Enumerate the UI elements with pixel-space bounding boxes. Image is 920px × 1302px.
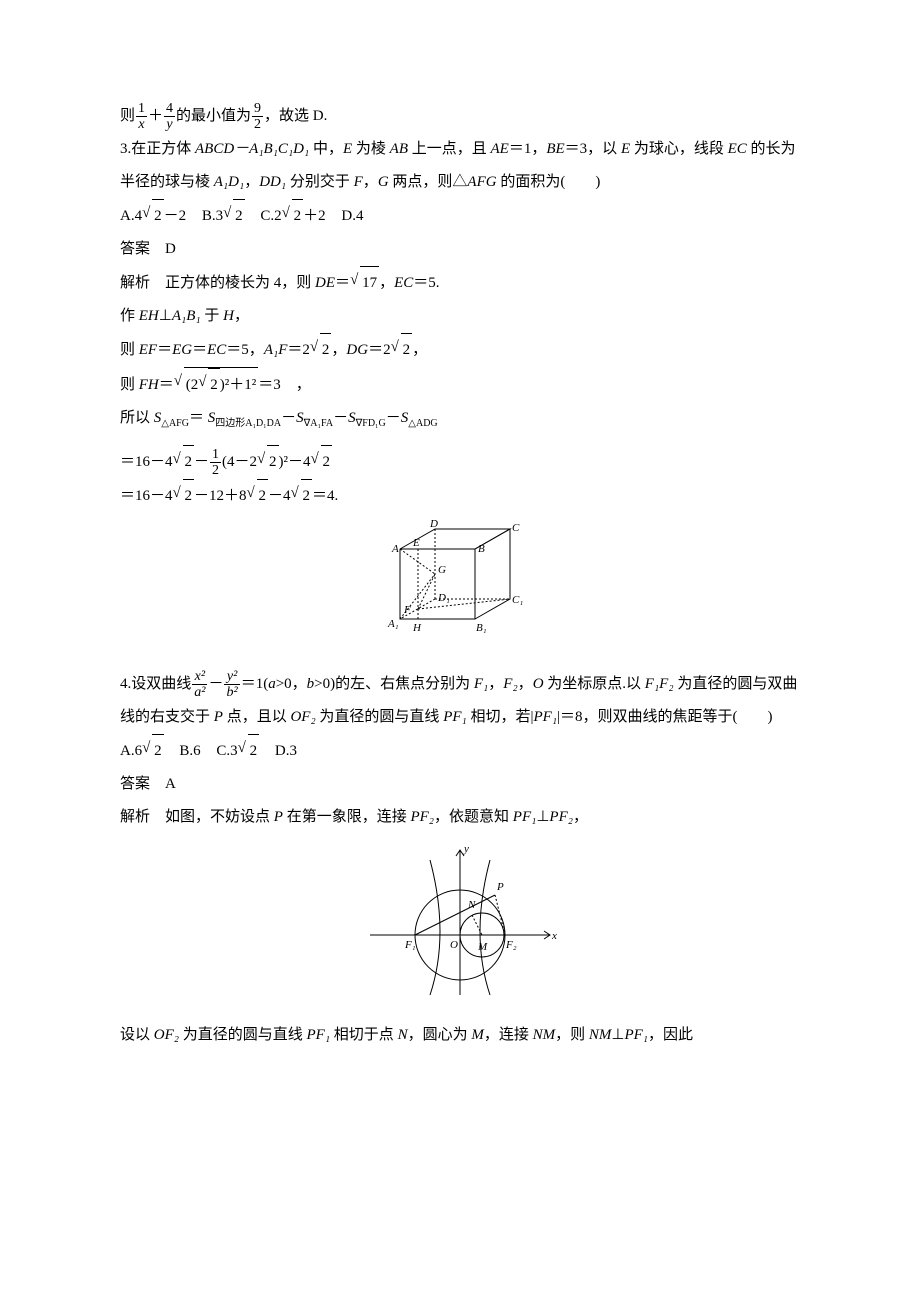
frac-4-over-y: 4y [164,101,175,133]
svg-text:C₁: C₁ [512,594,523,606]
svg-text:O: O [450,939,458,951]
hyperbola-diagram: x y O F₁ F₂ P M N [120,840,800,1013]
option-b: B.6 [179,743,200,759]
svg-text:B₁: B₁ [476,622,487,634]
frac-y2-b2: y²b² [224,669,239,701]
q3-analysis-4: 则 FH＝(22)²＋1²＝3 ， [120,367,800,402]
svg-text:E: E [412,537,420,549]
q3-analysis-6: ＝16－42－12(4－22)²－42 [120,445,800,479]
option-d: D.3 [275,743,297,759]
plus: ＋ [148,108,163,124]
answer-label: 答案 [120,776,150,792]
svg-text:F₁: F₁ [404,939,416,951]
q3-analysis-2: 作 EH⊥A₁B₁ 于 H， [120,300,800,333]
q4-stem: 4.设双曲线x²a²－y²b²＝1(a>0，b>0)的左、右焦点分别为 F₁，F… [120,668,800,734]
svg-text:C: C [512,522,520,534]
svg-text:A₁: A₁ [387,618,399,630]
svg-text:x: x [551,930,557,942]
text: 的最小值为 [176,108,251,124]
option-b: B.32 [202,208,245,224]
q4-analysis-2: 设以 OF₂ 为直径的圆与直线 PF₁ 相切于点 N，圆心为 M，连接 NM，则… [120,1019,800,1052]
q3-answer: 答案 D [120,233,800,266]
svg-text:M: M [477,941,488,953]
intro-conclusion: 则1x＋4y的最小值为92，故选 D. [120,100,800,133]
answer-value: D [165,241,176,257]
svg-text:F₂: F₂ [505,939,517,951]
analysis-label: 解析 [120,275,150,291]
cube-diagram: A B C D A₁ B₁ C₁ D₁ E F G H [120,519,800,662]
svg-text:B: B [478,543,485,555]
text: ，故选 D. [264,108,327,124]
q3-analysis-5: 所以 S△AFG＝ S四边形A₁D₁DA－S∇A₁FA－S∇FD₁G－S△ADG [120,402,800,435]
q4-options: A.62 B.6 C.32 D.3 [120,734,800,768]
text: 则 [120,108,135,124]
svg-text:N: N [467,899,476,911]
option-a: A.62 [120,743,164,759]
q3-options: A.42－2 B.32 C.22＋2 D.4 [120,199,800,233]
q3-analysis-3: 则 EF＝EG＝EC＝5，A₁F＝22，DG＝22， [120,333,800,367]
q3-stem: 3.在正方体 ABCD－A₁B₁C₁D₁ 中，E 为棱 AB 上一点，且 AE＝… [120,133,800,199]
option-c: C.22＋2 [260,208,325,224]
svg-text:G: G [438,564,446,576]
svg-text:D₁: D₁ [437,592,450,604]
frac-1-over-x: 1x [136,101,147,133]
option-c: C.32 [216,743,259,759]
svg-text:D: D [429,519,438,530]
svg-text:y: y [463,843,469,855]
q4-analysis-1: 解析 如图，不妨设点 P 在第一象限，连接 PF₂，依题意知 PF₁⊥PF₂， [120,801,800,834]
option-d: D.4 [341,208,363,224]
svg-text:H: H [412,622,422,634]
q4-answer: 答案 A [120,768,800,801]
svg-text:P: P [496,881,504,893]
q3-analysis-7: ＝16－42－12＋82－42＝4. [120,479,800,513]
frac-9-over-2: 92 [252,101,263,133]
sqrt-big: (22)²＋1² [174,367,259,402]
answer-label: 答案 [120,241,150,257]
analysis-label: 解析 [120,809,150,825]
svg-text:A: A [391,543,399,555]
frac-x2-a2: x²a² [192,669,207,701]
q3-analysis-1: 解析 正方体的棱长为 4，则 DE＝17，EC＝5. [120,266,800,300]
svg-text:F: F [403,604,411,616]
option-a: A.42－2 [120,208,186,224]
sqrt-17: 17 [350,266,379,300]
answer-value: A [165,776,176,792]
